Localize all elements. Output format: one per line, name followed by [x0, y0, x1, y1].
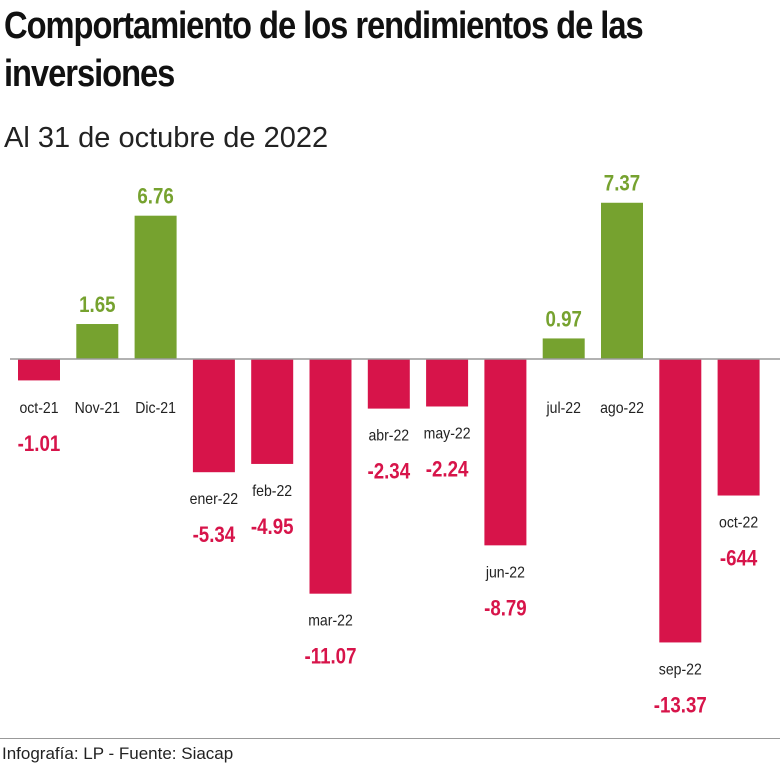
category-label: ener-22 [190, 490, 239, 508]
category-label: sep-22 [659, 661, 702, 679]
data-label: -2.24 [426, 458, 469, 482]
bar-chart: oct-21 -1.01 Nov-21 1.65 Dic-21 6.76 ener-22 -5… [10, 172, 780, 718]
data-label: -644 [720, 547, 758, 571]
data-label: -8.79 [484, 597, 527, 621]
footer-source: Infografía: LP - Fuente: Siacap [2, 744, 234, 763]
data-label: 0.97 [546, 308, 582, 332]
data-label: -13.37 [654, 694, 707, 718]
category-label: jul-22 [546, 399, 581, 417]
chart-title: Comportamiento de los rendimientos de la… [4, 5, 644, 95]
bar-mar-22 [309, 359, 352, 594]
chart-subtitle: Al 31 de octubre de 2022 [4, 122, 329, 154]
bar-ago-22 [601, 202, 643, 359]
category-label: mar-22 [308, 612, 353, 630]
data-label: 1.65 [79, 294, 115, 318]
category-label: jun-22 [485, 564, 525, 582]
bar-jul-22 [542, 338, 585, 359]
data-label: -2.34 [367, 460, 410, 484]
category-label: abr-22 [368, 427, 409, 445]
bar-ener-22 [192, 359, 235, 473]
bar-feb-22 [251, 359, 294, 464]
bar-abr-22 [367, 359, 410, 409]
data-label: 7.37 [604, 172, 640, 196]
data-label: -5.34 [193, 524, 236, 548]
category-label: ago-22 [600, 399, 644, 417]
category-label: oct-21 [19, 399, 58, 417]
category-label: Nov-21 [75, 399, 120, 417]
bar-may-22 [426, 359, 469, 407]
data-label: -1.01 [18, 433, 61, 457]
bar-jun-22 [484, 359, 527, 546]
bar-Nov-21 [76, 324, 119, 359]
category-label: oct-22 [719, 514, 758, 532]
data-label: -11.07 [305, 645, 357, 669]
bar-oct-21 [18, 359, 60, 381]
bar-oct-22 [717, 359, 760, 496]
category-label: may-22 [424, 425, 471, 443]
data-label: 6.76 [137, 185, 173, 209]
category-label: Dic-21 [135, 399, 176, 417]
category-label: feb-22 [252, 482, 292, 500]
data-label: -4.95 [251, 516, 294, 540]
bar-Dic-21 [134, 215, 177, 359]
footer-divider [0, 738, 780, 739]
bar-sep-22 [659, 359, 702, 643]
